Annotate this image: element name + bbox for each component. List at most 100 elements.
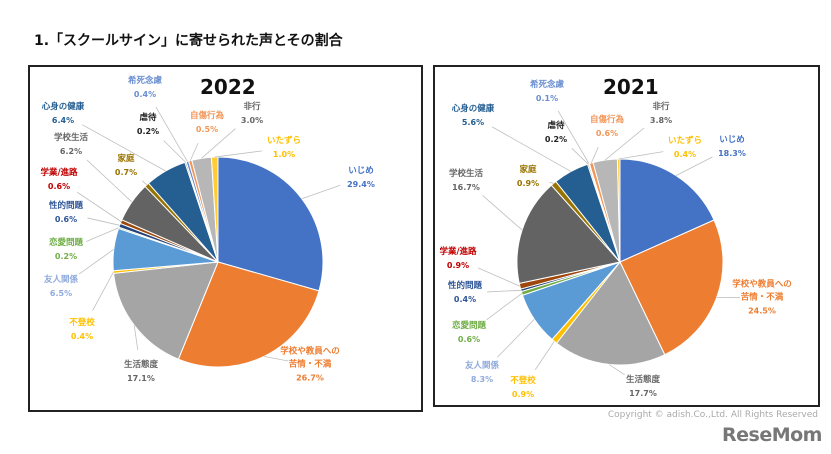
data-label: 家庭 0.7% — [115, 153, 137, 179]
page-title: 1.「スクールサイン」に寄せられた声とその割合 — [34, 33, 343, 49]
value-label: 3.0% — [240, 116, 264, 125]
leader-line — [163, 140, 186, 163]
leader-line — [82, 124, 166, 172]
leader-line — [263, 356, 289, 362]
leader-line — [675, 156, 713, 176]
category-label: 自傷行為 — [589, 115, 625, 125]
category-label: 友人関係 — [464, 361, 500, 371]
data-label: 性的問題 0.4% — [448, 280, 482, 306]
leader-line — [549, 181, 554, 184]
value-label: 26.7% — [296, 373, 324, 383]
leader-line — [604, 127, 645, 161]
value-label: 6.4% — [51, 116, 75, 125]
category-label: 学校生活 — [448, 169, 484, 179]
data-label: 学業/進路 0.6% — [40, 167, 77, 193]
value-label: 0.2% — [54, 252, 78, 261]
leader-line — [486, 289, 521, 293]
leader-line — [482, 195, 523, 231]
category-label: 恋愛問題 — [48, 238, 84, 248]
data-label: 不登校 0.9% — [510, 375, 536, 401]
value-label: 29.4% — [347, 180, 375, 189]
data-label: 学校生活 16.7% — [449, 168, 483, 194]
leader-line — [92, 271, 114, 311]
data-label: 学業/進路 0.9% — [439, 246, 476, 272]
leader-line — [486, 293, 523, 321]
leader-line — [491, 126, 572, 172]
value-label: 0.9% — [516, 179, 540, 188]
data-label: いじめ 18.3% — [718, 134, 746, 160]
data-label: 心身の健康 6.4% — [42, 101, 85, 127]
data-label: 恋愛問題 0.6% — [452, 320, 486, 346]
category-label: 生活態度 — [123, 360, 159, 370]
data-label: 不登校 0.4% — [69, 317, 95, 343]
category-label: いじめ — [719, 135, 745, 145]
data-label: 非行 3.8% — [650, 101, 672, 127]
chart-title-2022: 2022 — [200, 75, 256, 99]
leader-line — [189, 142, 199, 161]
leader-line — [477, 267, 521, 287]
category-label: 虐待 — [139, 113, 157, 123]
leader-line — [301, 184, 341, 200]
data-label: 心身の健康 5.6% — [452, 103, 495, 129]
value-label: 3.8% — [649, 116, 673, 125]
category-label: いたずら — [266, 136, 302, 146]
value-label: 0.2% — [544, 135, 568, 144]
data-label: 学校や教員への 苦情・不満 24.5% — [732, 279, 792, 318]
category-label: 恋愛問題 — [451, 321, 487, 331]
value-label: 5.6% — [461, 118, 485, 127]
value-label: 0.6% — [595, 129, 619, 138]
category-label: 家庭 — [519, 165, 537, 175]
data-label: 友人関係 6.5% — [44, 274, 78, 300]
data-label: 希死念慮 0.1% — [530, 79, 564, 105]
value-label: 1.0% — [272, 150, 296, 159]
value-label: 0.6% — [47, 182, 71, 191]
category-label: 希死念慮 — [529, 80, 565, 90]
value-label: 16.7% — [452, 183, 480, 192]
data-label: 虐待 0.2% — [545, 120, 567, 146]
data-label: 学校や教員への 苦情・不満 26.7% — [280, 346, 340, 385]
leader-line — [86, 159, 133, 203]
pie-slice — [516, 184, 621, 284]
category-label: 友人関係 — [43, 275, 79, 285]
value-label: 0.4% — [133, 90, 157, 99]
category-label: 学校や教員への 苦情・不満 — [732, 279, 792, 303]
category-label: 虐待 — [547, 121, 565, 131]
pie-slice — [555, 261, 666, 366]
leader-line — [497, 318, 535, 358]
leader-line — [86, 227, 119, 242]
data-label: 生活態度 17.1% — [124, 359, 158, 385]
value-label: 0.9% — [446, 261, 470, 270]
data-label: いたずら 1.0% — [267, 135, 301, 161]
data-label: いたずら 0.4% — [668, 135, 702, 161]
category-label: 非行 — [652, 102, 670, 112]
category-label: 性的問題 — [48, 201, 84, 211]
leader-line — [133, 325, 139, 351]
value-label: 0.4% — [673, 150, 697, 159]
leader-line — [87, 217, 120, 226]
data-label: 学校生活 6.2% — [54, 132, 88, 158]
data-label: 自傷行為 0.6% — [590, 114, 624, 140]
value-label: 0.4% — [70, 332, 94, 341]
category-label: 家庭 — [117, 154, 135, 164]
data-label: 自傷行為 0.5% — [190, 110, 224, 136]
leader-line — [77, 191, 122, 222]
resemom-logo: ReseMom — [722, 424, 822, 446]
value-label: 17.1% — [127, 374, 155, 383]
category-label: 非行 — [243, 102, 261, 112]
category-label: 自傷行為 — [189, 111, 225, 121]
leader-line — [142, 180, 148, 186]
value-label: 8.3% — [470, 375, 494, 384]
leader-line — [608, 364, 625, 376]
category-label: 心身の健康 — [451, 104, 495, 114]
value-label: 0.5% — [195, 125, 219, 134]
leader-line — [590, 147, 599, 164]
category-label: 不登校 — [69, 318, 95, 328]
leader-line — [557, 110, 590, 164]
category-label: 心身の健康 — [41, 102, 85, 112]
pie-slice — [619, 158, 715, 263]
category-label: 学校生活 — [53, 133, 89, 143]
value-label: 0.9% — [511, 390, 535, 399]
leader-line — [618, 151, 664, 160]
category-label: いたずら — [667, 136, 703, 146]
